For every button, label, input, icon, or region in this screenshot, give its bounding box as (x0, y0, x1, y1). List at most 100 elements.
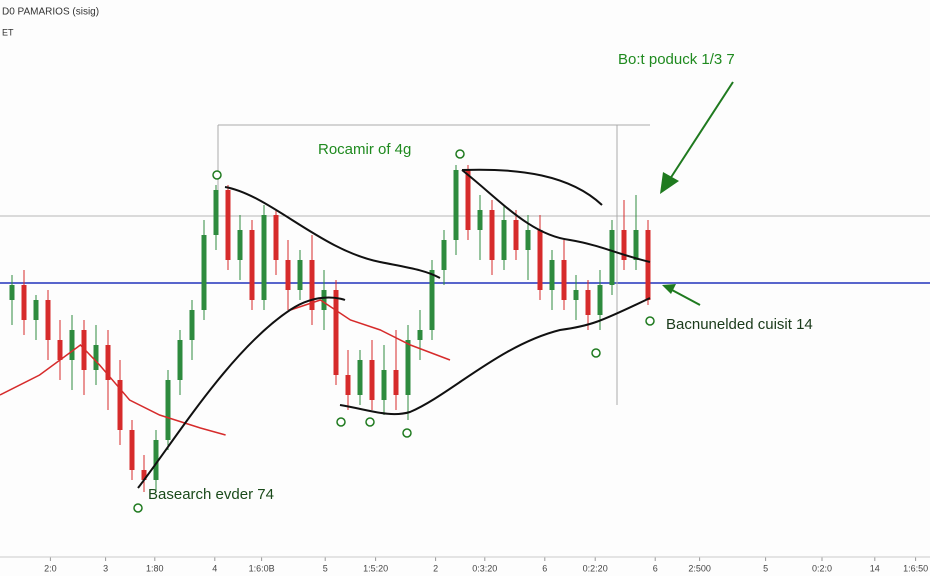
candle-body (477, 210, 483, 230)
candle-body (237, 230, 243, 260)
x-tick-label: 5 (323, 563, 328, 573)
point-marker (591, 348, 601, 358)
annotation: Bo:t poduck 1/3 7 (618, 51, 735, 68)
candle-body (189, 310, 195, 340)
candle-body (213, 190, 219, 235)
x-tick-label: 1:80 (146, 563, 164, 573)
x-tick-label: 1:5:20 (363, 563, 388, 573)
x-tick-label: 14 (870, 563, 880, 573)
trend-curve (339, 297, 651, 416)
x-tick-label: 0:2:20 (583, 563, 608, 573)
annotation: Bacnunelded cuisit 14 (666, 316, 813, 333)
candle-body (441, 240, 447, 270)
candle-body (129, 430, 135, 470)
candle-body (621, 230, 627, 260)
arrow-head (662, 284, 676, 294)
candle-body (561, 260, 567, 300)
candle-body (417, 330, 423, 340)
point-marker (336, 417, 346, 427)
candle-body (333, 290, 339, 375)
candle-body (57, 340, 63, 360)
point-marker (455, 149, 465, 159)
annotation: Rocamir of 4g (318, 141, 411, 158)
candle-body (273, 215, 279, 260)
point-marker (212, 170, 222, 180)
point-marker (365, 417, 375, 427)
candle-body (633, 230, 639, 260)
arrow (671, 289, 701, 306)
candle-body (69, 330, 75, 360)
candle-body (297, 260, 303, 290)
candle-body (261, 215, 267, 300)
x-tick-label: 1:6:50 (903, 563, 928, 573)
moving-average (0, 299, 451, 436)
candle-body (321, 290, 327, 310)
candle-body (81, 330, 87, 370)
candle-body (225, 190, 231, 260)
candle-body (33, 300, 39, 320)
x-tick-label: 2:0 (44, 563, 57, 573)
x-tick-label: 0:2:0 (812, 563, 832, 573)
candle-body (201, 235, 207, 310)
trend-curve (224, 186, 441, 279)
background-layer: 2:0 3 1:80 4 1:6:0B 5 1:5:20 2 0:3:20 6 0:2:20 6 2:5… (0, 215, 930, 573)
x-tick-label: 1:6:0B (249, 563, 275, 573)
annotation: Basearch evder 74 (148, 486, 274, 503)
arrow-head (660, 172, 679, 194)
candle-body (405, 340, 411, 395)
candle-body (45, 300, 51, 340)
candle-body (117, 380, 123, 430)
candle-body (369, 360, 375, 400)
candle-body (597, 285, 603, 315)
x-tick-label: 4 (212, 563, 217, 573)
candle-body (429, 270, 435, 330)
candle-body (93, 345, 99, 370)
candle-body (153, 440, 159, 480)
candle-body (549, 260, 555, 290)
candle-body (165, 380, 171, 440)
candle-body (489, 210, 495, 260)
point-marker (645, 316, 655, 326)
x-tick-label: 2:500 (688, 563, 711, 573)
x-tick-label: 2 (433, 563, 438, 573)
candle-body (285, 260, 291, 290)
candle-body (381, 370, 387, 400)
x-tick-label: 3 (103, 563, 108, 573)
point-markers (133, 149, 655, 513)
candle-body (309, 260, 315, 310)
candle-body (513, 220, 519, 250)
trend-curve (461, 168, 603, 206)
candle-body (585, 290, 591, 315)
arrow (667, 81, 734, 183)
point-marker (133, 503, 143, 513)
trend-curve (137, 296, 346, 489)
candle-body (9, 285, 15, 300)
x-tick-label: 0:3:20 (472, 563, 497, 573)
candle-body (105, 345, 111, 380)
candle-body (453, 170, 459, 240)
x-tick-label: 6 (542, 563, 547, 573)
candle-body (525, 230, 531, 250)
candle-body (21, 285, 27, 320)
candle-body (345, 375, 351, 395)
candle-body (141, 470, 147, 480)
x-tick-label: 6 (653, 563, 658, 573)
candle-body (537, 230, 543, 290)
candle-body (357, 360, 363, 395)
candle-body (465, 170, 471, 230)
candle-body (609, 230, 615, 285)
point-marker (402, 428, 412, 438)
candle-body (177, 340, 183, 380)
candle-body (573, 290, 579, 300)
candle-body (501, 220, 507, 260)
candle-body (645, 230, 651, 300)
candle-body (393, 370, 399, 395)
header-title: D0 PAMARIOS (sisig) (2, 7, 99, 18)
x-tick-label: 5 (763, 563, 768, 573)
trend-curve (461, 169, 651, 263)
header-subtitle: ET (2, 27, 14, 37)
candle-body (249, 230, 255, 300)
